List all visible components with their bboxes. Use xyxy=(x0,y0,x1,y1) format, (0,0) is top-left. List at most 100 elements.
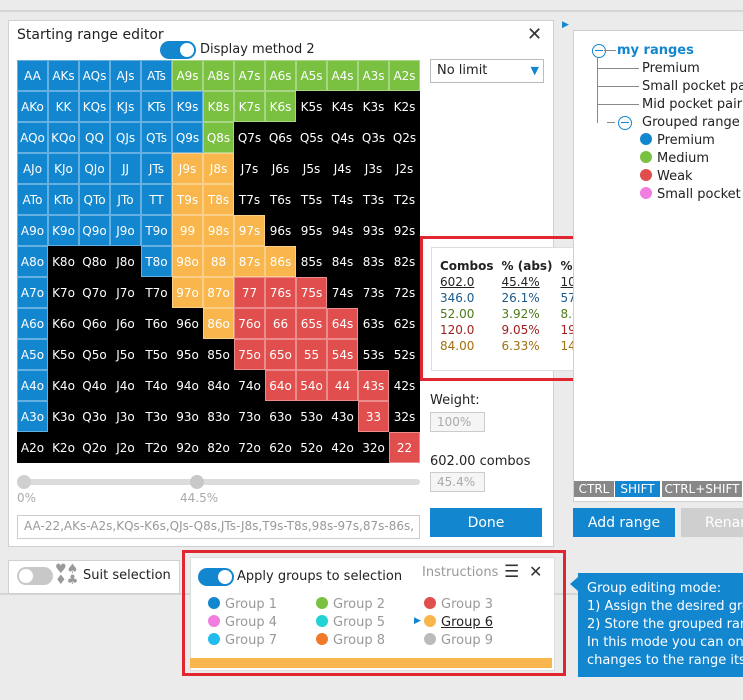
hand-cell[interactable]: A2s xyxy=(389,60,420,91)
hand-cell[interactable]: K3s xyxy=(358,91,389,122)
hand-cell[interactable]: T9o xyxy=(141,215,172,246)
hand-cell[interactable]: A8o xyxy=(17,246,48,277)
hand-cell[interactable]: A2o xyxy=(17,432,48,463)
tree-group-item[interactable]: Medium xyxy=(640,151,709,166)
hand-cell[interactable]: 54s xyxy=(327,339,358,370)
hand-cell[interactable]: 43s xyxy=(358,370,389,401)
apply-groups-toggle[interactable] xyxy=(198,568,234,586)
group-option[interactable]: Group 7 xyxy=(208,633,277,648)
hand-cell[interactable]: K2s xyxy=(389,91,420,122)
hand-cell[interactable]: 85s xyxy=(296,246,327,277)
hand-cell[interactable]: T4o xyxy=(141,370,172,401)
hand-cell[interactable]: JTs xyxy=(141,153,172,184)
hand-cell[interactable]: K7o xyxy=(48,277,79,308)
close-icon[interactable]: ✕ xyxy=(527,24,543,45)
hand-cell[interactable]: 65s xyxy=(296,308,327,339)
group-option[interactable]: Group 2 xyxy=(316,597,385,612)
hand-cell[interactable]: Q6s xyxy=(265,122,296,153)
hand-cell[interactable]: AKo xyxy=(17,91,48,122)
hand-cell[interactable]: J2o xyxy=(110,432,141,463)
hand-cell[interactable]: QJo xyxy=(79,153,110,184)
hand-cell[interactable]: 55 xyxy=(296,339,327,370)
hand-cell[interactable]: 95s xyxy=(296,215,327,246)
menu-icon[interactable]: ☰ xyxy=(504,562,520,582)
hand-cell[interactable]: J9o xyxy=(110,215,141,246)
hand-cell[interactable]: 83o xyxy=(203,401,234,432)
hand-cell[interactable]: Q9s xyxy=(172,122,203,153)
hand-cell[interactable]: 33 xyxy=(358,401,389,432)
hand-cell[interactable]: A9o xyxy=(17,215,48,246)
hand-cell[interactable]: K5s xyxy=(296,91,327,122)
hand-cell[interactable]: 77 xyxy=(234,277,265,308)
hand-cell[interactable]: KTo xyxy=(48,184,79,215)
hand-cell[interactable]: QQ xyxy=(79,122,110,153)
hand-cell[interactable]: 88 xyxy=(203,246,234,277)
hand-cell[interactable]: 85o xyxy=(203,339,234,370)
hand-cell[interactable]: J8s xyxy=(203,153,234,184)
done-button[interactable]: Done xyxy=(430,508,542,537)
hand-cell[interactable]: KQo xyxy=(48,122,79,153)
hand-cell[interactable]: J2s xyxy=(389,153,420,184)
hand-cell[interactable]: A8s xyxy=(203,60,234,91)
hand-cell[interactable]: Q7o xyxy=(79,277,110,308)
hand-cell[interactable]: Q3o xyxy=(79,401,110,432)
hand-cell[interactable]: 53o xyxy=(296,401,327,432)
hand-cell[interactable]: Q2o xyxy=(79,432,110,463)
hand-cell[interactable]: Q8o xyxy=(79,246,110,277)
hand-cell[interactable]: 66 xyxy=(265,308,296,339)
hand-cell[interactable]: QTo xyxy=(79,184,110,215)
hand-cell[interactable]: T6o xyxy=(141,308,172,339)
hand-cell[interactable]: AQs xyxy=(79,60,110,91)
hand-cell[interactable]: T3o xyxy=(141,401,172,432)
hand-cell[interactable]: J8o xyxy=(110,246,141,277)
hand-cell[interactable]: 52s xyxy=(389,339,420,370)
hand-cell[interactable]: K3o xyxy=(48,401,79,432)
hand-cell[interactable]: 86o xyxy=(203,308,234,339)
hand-cell[interactable]: AJo xyxy=(17,153,48,184)
hand-cell[interactable]: ATs xyxy=(141,60,172,91)
hand-cell[interactable]: 83s xyxy=(358,246,389,277)
hand-cell[interactable]: JTo xyxy=(110,184,141,215)
hand-cell[interactable]: 42s xyxy=(389,370,420,401)
hand-cell[interactable]: J5s xyxy=(296,153,327,184)
tree-group-item[interactable]: Premium xyxy=(640,133,715,148)
hand-cell[interactable]: Q4s xyxy=(327,122,358,153)
hand-cell[interactable]: A5o xyxy=(17,339,48,370)
hand-cell[interactable]: T6s xyxy=(265,184,296,215)
hand-cell[interactable]: Q7s xyxy=(234,122,265,153)
hand-cell[interactable]: K6o xyxy=(48,308,79,339)
hand-cell[interactable]: QTs xyxy=(141,122,172,153)
hand-cell[interactable]: AQo xyxy=(17,122,48,153)
hand-cell[interactable]: 95o xyxy=(172,339,203,370)
hand-cell[interactable]: K9o xyxy=(48,215,79,246)
hand-cell[interactable]: ATo xyxy=(17,184,48,215)
hand-cell[interactable]: 42o xyxy=(327,432,358,463)
hand-cell[interactable]: 93o xyxy=(172,401,203,432)
hand-cell[interactable]: K6s xyxy=(265,91,296,122)
collapse-icon[interactable] xyxy=(592,44,606,58)
hand-cell[interactable]: 96o xyxy=(172,308,203,339)
hand-cell[interactable]: 65o xyxy=(265,339,296,370)
hand-cell[interactable]: 82o xyxy=(203,432,234,463)
hand-cell[interactable]: 97o xyxy=(172,277,203,308)
hand-cell[interactable]: J7s xyxy=(234,153,265,184)
range-text-field[interactable]: AA-22,AKs-A2s,KQs-K6s,QJs-Q8s,JTs-J8s,T9… xyxy=(17,515,420,539)
group-option[interactable]: Group 3 xyxy=(424,597,493,612)
hand-cell[interactable]: J4s xyxy=(327,153,358,184)
hand-cell[interactable]: 75o xyxy=(234,339,265,370)
hand-cell[interactable]: Q3s xyxy=(358,122,389,153)
hand-cell[interactable]: 63o xyxy=(265,401,296,432)
hand-cell[interactable]: KK xyxy=(48,91,79,122)
hand-cell[interactable]: 96s xyxy=(265,215,296,246)
hand-cell[interactable]: AA xyxy=(17,60,48,91)
hand-cell[interactable]: 73o xyxy=(234,401,265,432)
hand-cell[interactable]: T8s xyxy=(203,184,234,215)
hand-cell[interactable]: 84s xyxy=(327,246,358,277)
hand-cell[interactable]: K2o xyxy=(48,432,79,463)
hand-cell[interactable]: A3s xyxy=(358,60,389,91)
hand-cell[interactable]: Q2s xyxy=(389,122,420,153)
limit-select[interactable]: No limit ▼ xyxy=(430,59,544,83)
hand-cell[interactable]: J7o xyxy=(110,277,141,308)
hand-cell[interactable]: KJo xyxy=(48,153,79,184)
hand-cell[interactable]: 98o xyxy=(172,246,203,277)
